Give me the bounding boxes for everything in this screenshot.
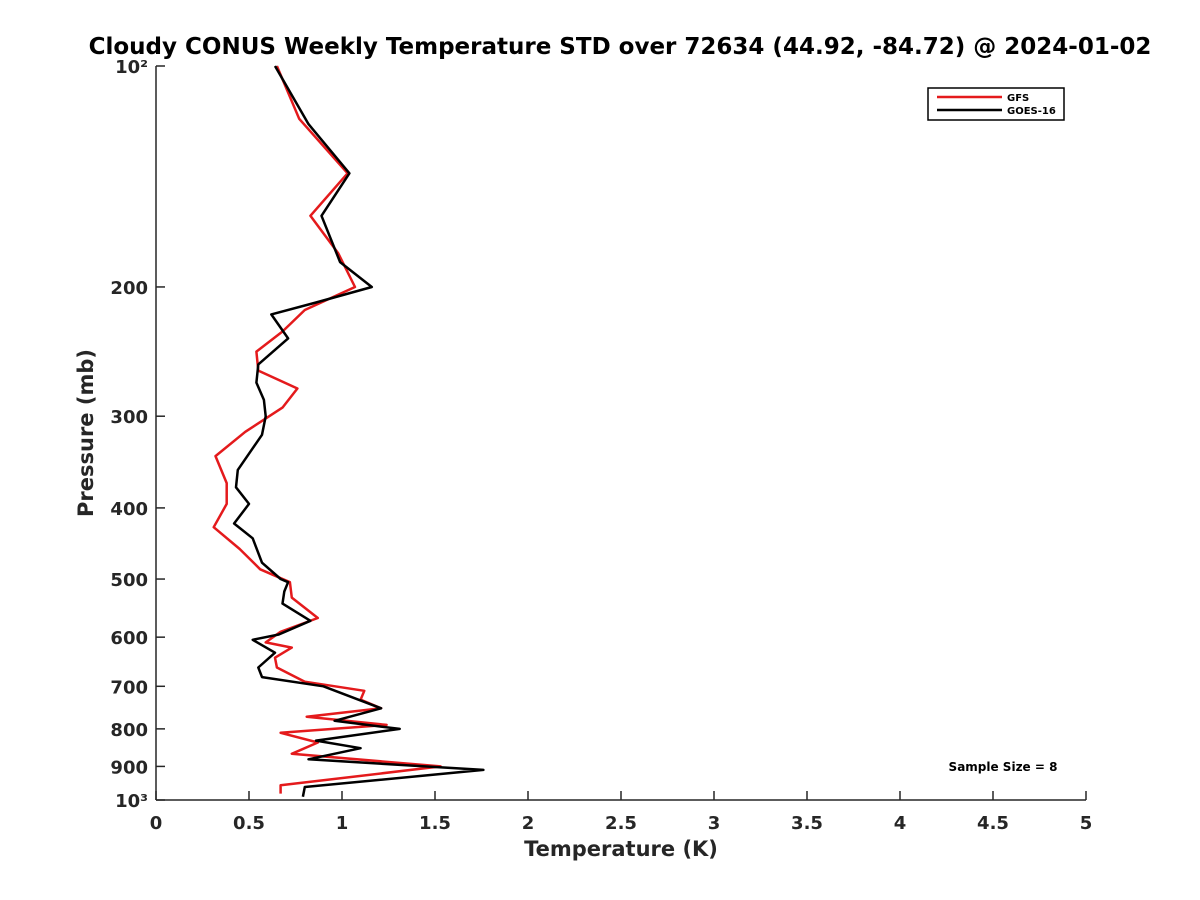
series-line-goes-16 [232,65,485,798]
y-tick-label: 800 [110,720,148,741]
x-tick-label: 0.5 [233,813,265,834]
y-tick-label: 300 [110,407,148,428]
y-tick-label: 200 [110,278,148,299]
x-tick-label: 3.5 [791,813,823,834]
y-tick-label: 700 [110,677,148,698]
y-tick-label: 500 [110,570,148,591]
x-tick-label: 1.5 [419,813,451,834]
y-tick-label: 10² [115,57,148,78]
chart-title: Cloudy CONUS Weekly Temperature STD over… [89,34,1152,60]
x-axis-ticks: 0 0.5 1 1.5 2 2.5 3 3.5 4 4.5 5 [150,791,1093,834]
x-tick-label: 3 [708,813,721,834]
x-tick-label: 0 [150,813,163,834]
y-tick-label: 400 [110,499,148,520]
legend-label: GOES-16 [1007,106,1056,117]
x-tick-label: 1 [336,813,349,834]
x-tick-label: 4 [894,813,907,834]
x-tick-label: 2.5 [605,813,637,834]
legend-box [927,87,1065,121]
y-tick-label: 600 [110,628,148,649]
x-tick-label: 5 [1080,813,1093,834]
y-axis-label: Pressure (mb) [74,349,98,517]
legend-label: GFS [1007,93,1029,104]
y-tick-label: 900 [110,757,148,778]
x-axis-label: Temperature (K) [524,837,718,861]
series-line-gfs [212,65,442,794]
x-tick-label: 4.5 [977,813,1009,834]
plot-background [156,66,1086,800]
legend: GFS GOES-16 [927,87,1065,121]
y-tick-label: 10³ [115,791,148,812]
series-lines [212,65,485,798]
y-axis-ticks: 10² 200 300 400 500 600 700 800 900 10³ [110,57,165,812]
sample-size-annotation: Sample Size = 8 [949,760,1058,774]
x-tick-label: 2 [522,813,535,834]
